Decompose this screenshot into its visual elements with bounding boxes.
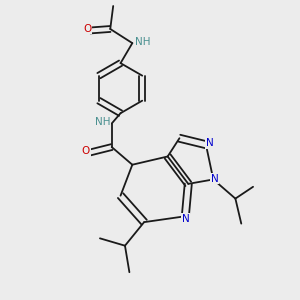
Text: O: O xyxy=(82,146,90,156)
Text: NH: NH xyxy=(135,37,150,47)
Text: N: N xyxy=(211,174,219,184)
Text: O: O xyxy=(83,24,92,34)
Text: N: N xyxy=(182,214,190,224)
Text: NH: NH xyxy=(95,117,111,127)
Text: N: N xyxy=(206,138,213,148)
